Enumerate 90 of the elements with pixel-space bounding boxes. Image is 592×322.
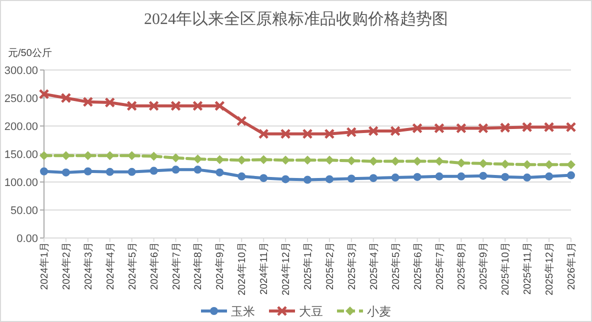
- point: [214, 100, 225, 112]
- point: [104, 97, 116, 108]
- x-tick-label: 2024年3月: [82, 242, 94, 290]
- point: [324, 128, 335, 140]
- point: [172, 166, 180, 174]
- point: [566, 122, 576, 132]
- point: [236, 116, 247, 126]
- chart-title: 2024年以来全区原粮标准品收购价格趋势图: [144, 10, 448, 28]
- point: [567, 171, 575, 180]
- point: [84, 167, 92, 176]
- point: [38, 88, 50, 100]
- x-tick-label: 2025年4月: [368, 242, 380, 290]
- y-tick-label: 250.00: [4, 93, 38, 105]
- point: [479, 172, 488, 180]
- point: [391, 174, 400, 182]
- x-tick-label: 2025年12月: [544, 242, 556, 296]
- point: [192, 100, 203, 112]
- point: [501, 172, 510, 181]
- point: [369, 174, 378, 182]
- x-tick-label: 2024年1月: [38, 242, 50, 290]
- point: [522, 122, 532, 132]
- x-tick-label: 2025年8月: [456, 242, 468, 290]
- x-tick-label: 2024年10月: [236, 242, 248, 296]
- x-tick-label: 2024年6月: [148, 242, 160, 290]
- point: [390, 126, 401, 136]
- point: [62, 168, 70, 176]
- point: [280, 128, 291, 140]
- point: [260, 174, 268, 182]
- point: [347, 174, 356, 183]
- x-tick-label: 2024年7月: [170, 242, 182, 290]
- x-tick-label: 2024年12月: [280, 242, 292, 296]
- point: [500, 122, 510, 133]
- point: [126, 100, 138, 112]
- y-tick-label: 150.00: [4, 149, 38, 161]
- y-tick-label: 0.00: [16, 233, 38, 245]
- x-tick-label: 2025年11月: [522, 242, 534, 295]
- point: [40, 167, 48, 176]
- legend-label: 小麦: [367, 304, 391, 318]
- y-tick-label: 300.00: [4, 65, 38, 77]
- point: [435, 172, 444, 180]
- point: [60, 92, 72, 104]
- point: [566, 160, 576, 170]
- x-tick-label: 2024年2月: [60, 242, 72, 290]
- point: [238, 172, 246, 180]
- point: [170, 100, 181, 112]
- x-tick-label: 2025年5月: [390, 242, 402, 290]
- x-tick-label: 2024年4月: [104, 242, 116, 290]
- point: [412, 122, 423, 134]
- point: [302, 128, 313, 140]
- y-tick-label: 200.00: [4, 121, 38, 133]
- y-tick-label: 50.00: [10, 205, 38, 217]
- x-tick-label: 2025年1月: [302, 242, 314, 290]
- legend-label: 玉米: [231, 304, 255, 318]
- point: [40, 151, 48, 160]
- point: [258, 128, 269, 140]
- point: [148, 100, 160, 112]
- x-tick-label: 2024年9月: [214, 242, 226, 290]
- point: [82, 96, 94, 108]
- y-axis-title: 元/50公斤: [8, 47, 52, 59]
- point: [413, 172, 422, 181]
- point: [128, 168, 136, 176]
- point: [434, 122, 444, 134]
- x-tick-label: 2026年1月: [566, 242, 578, 290]
- point: [544, 122, 554, 132]
- point: [304, 176, 312, 184]
- point: [150, 166, 158, 175]
- x-tick-label: 2024年5月: [126, 242, 138, 290]
- point: [325, 175, 334, 184]
- point: [303, 156, 312, 165]
- point: [457, 172, 466, 180]
- point: [216, 168, 224, 176]
- x-tick-label: 2025年3月: [346, 242, 358, 290]
- y-tick-label: 100.00: [4, 177, 38, 189]
- x-tick-label: 2025年7月: [434, 242, 446, 290]
- point: [523, 174, 532, 182]
- point: [478, 122, 488, 134]
- point: [194, 166, 202, 174]
- point: [106, 168, 114, 176]
- point: [346, 126, 357, 138]
- point: [456, 122, 466, 134]
- legend-label: 大豆: [299, 304, 323, 318]
- x-tick-label: 2025年6月: [412, 242, 424, 290]
- x-tick-label: 2025年2月: [324, 242, 336, 290]
- x-tick-label: 2024年11月: [258, 242, 270, 295]
- x-tick-label: 2025年9月: [478, 242, 490, 290]
- point: [545, 172, 554, 180]
- x-tick-label: 2025年10月: [500, 242, 512, 296]
- point: [282, 175, 290, 184]
- point: [368, 126, 379, 136]
- x-tick-label: 2024年8月: [192, 242, 204, 290]
